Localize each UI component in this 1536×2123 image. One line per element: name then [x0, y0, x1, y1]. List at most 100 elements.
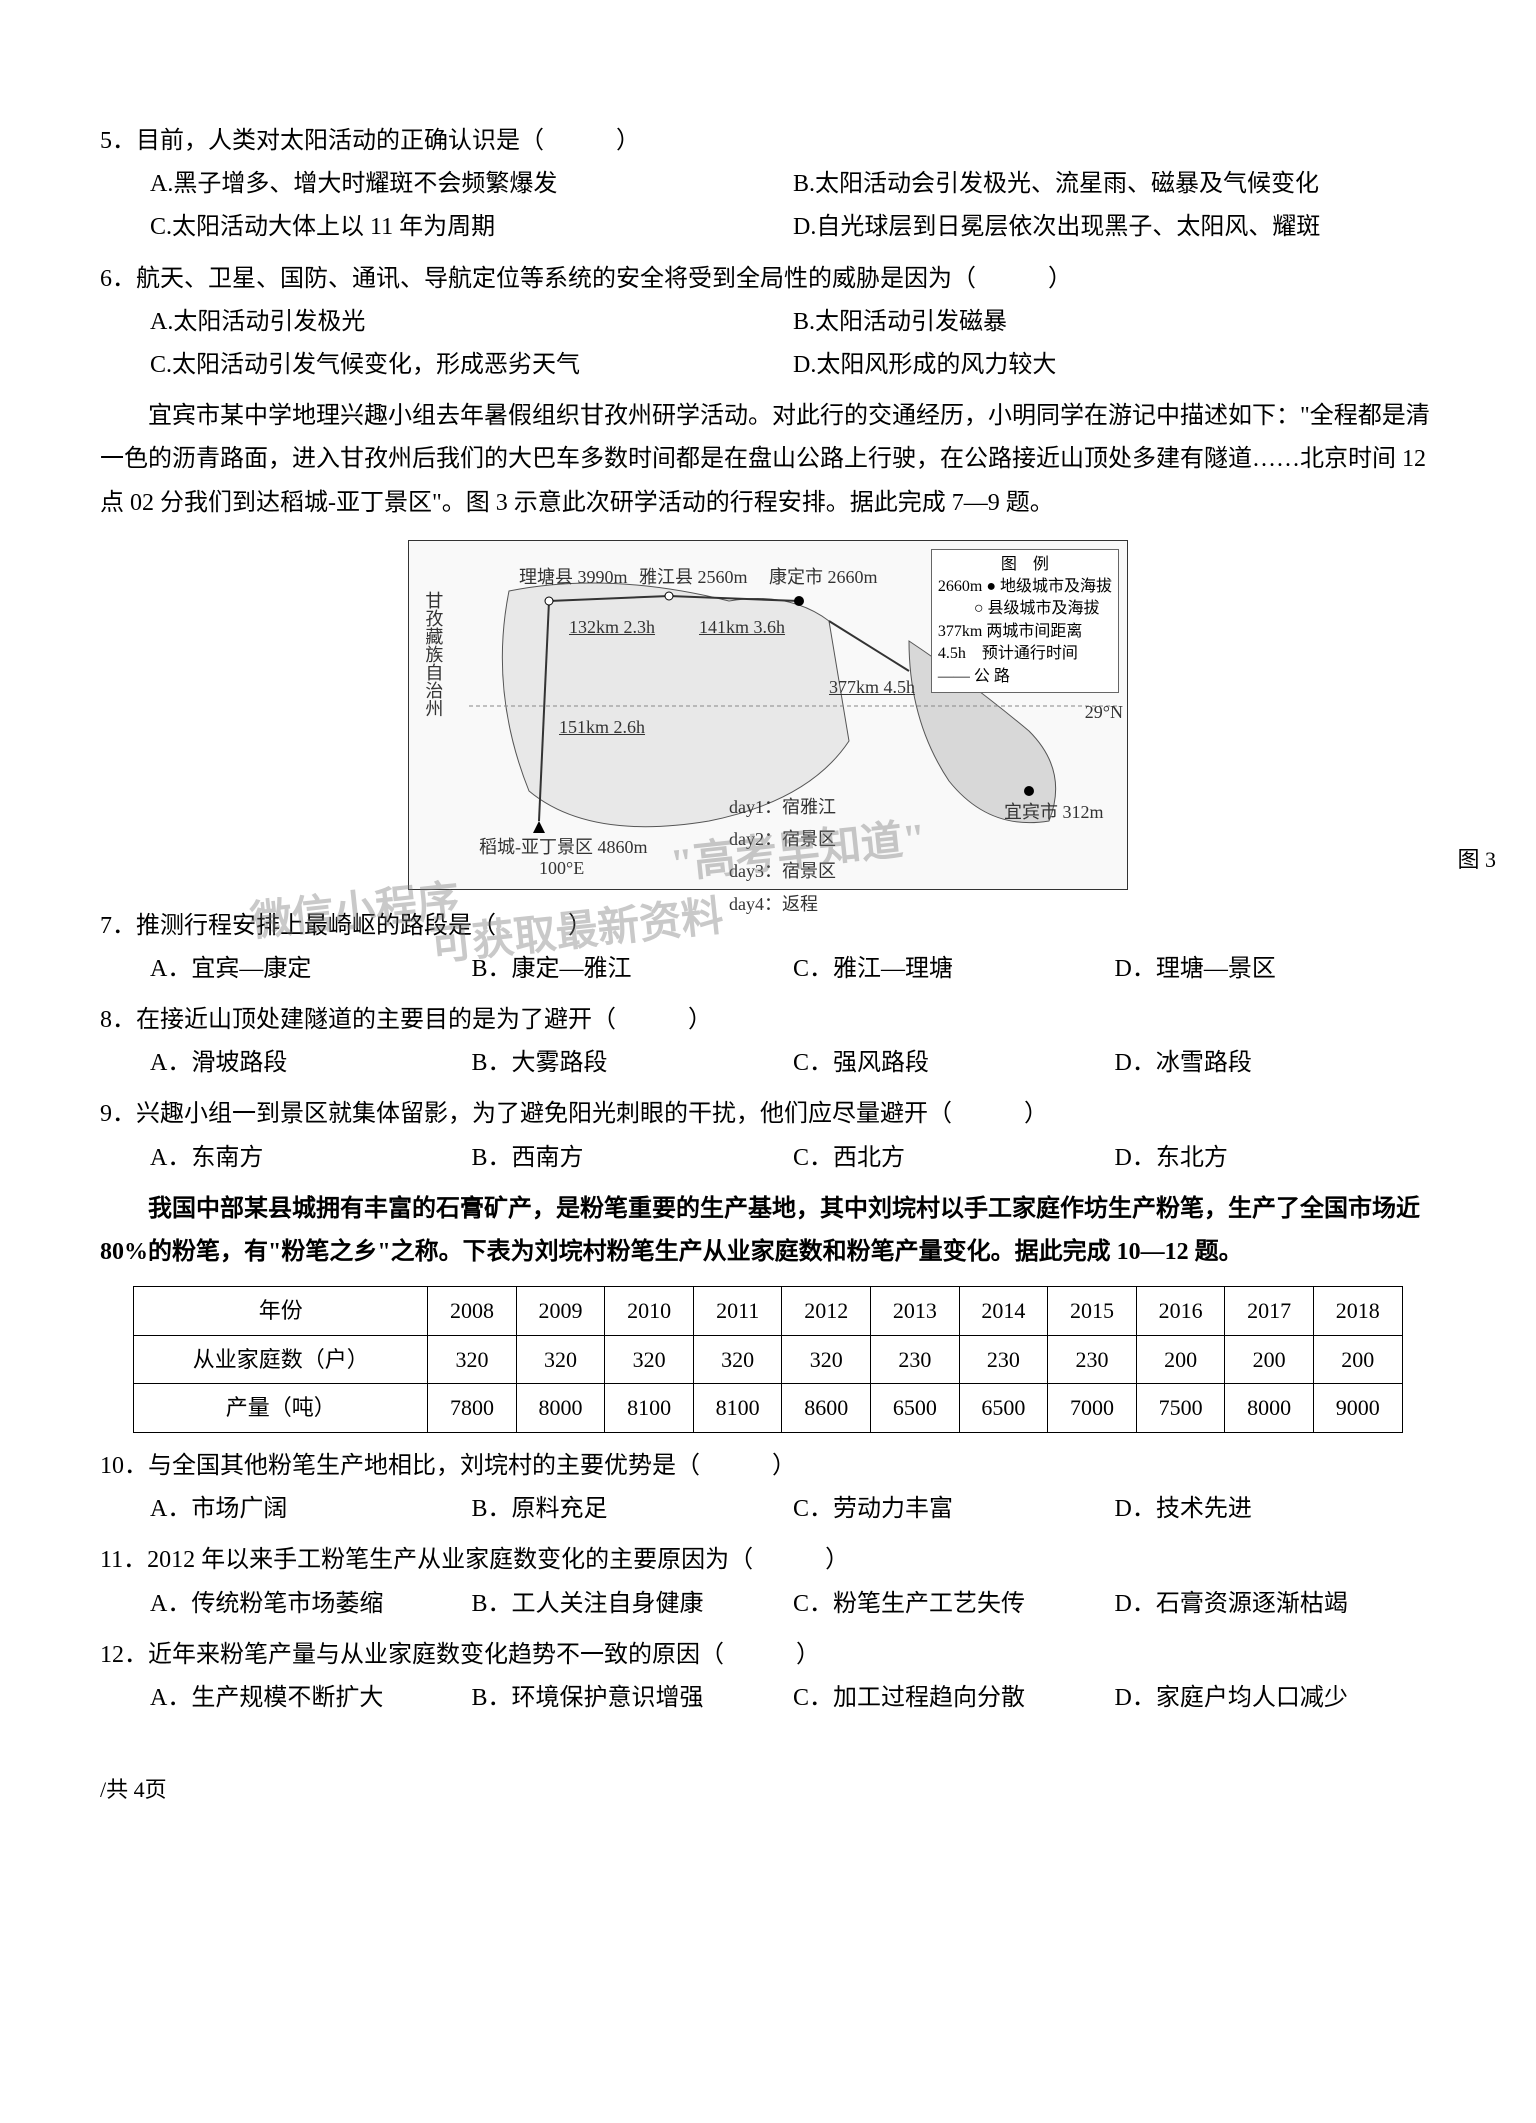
- label-litang: 理塘县 3990m: [519, 561, 628, 593]
- q9-stem: 9．兴趣小组一到景区就集体留影，为了避免阳光刺眼的干扰，他们应尽量避开（ ）: [100, 1093, 1436, 1136]
- th-2012: 2012: [782, 1287, 871, 1336]
- q10-opt-b: B．原料充足: [472, 1488, 794, 1531]
- r2c7: 6500: [959, 1384, 1048, 1433]
- q7-opt-c: C．雅江—理塘: [793, 948, 1115, 991]
- q7-opt-b: B．康定—雅江: [472, 948, 794, 991]
- r1c2: 320: [516, 1335, 605, 1384]
- q5-opt-c: C.太阳活动大体上以 11 年为周期: [150, 206, 793, 249]
- q11-opt-c: C．粉笔生产工艺失传: [793, 1583, 1115, 1626]
- legend-title: 图 例: [938, 554, 1112, 576]
- label-seg2: 141km 3.6h: [699, 611, 785, 643]
- question-12: 12．近年来粉笔产量与从业家庭数变化趋势不一致的原因（ ） A．生产规模不断扩大…: [100, 1634, 1436, 1720]
- r1c11: 200: [1313, 1335, 1402, 1384]
- r1c6: 230: [871, 1335, 960, 1384]
- r1c5: 320: [782, 1335, 871, 1384]
- r2c5: 8600: [782, 1384, 871, 1433]
- question-8: 8．在接近山顶处建隧道的主要目的是为了避开（ ） A．滑坡路段 B．大雾路段 C…: [100, 999, 1436, 1085]
- r1c3: 320: [605, 1335, 694, 1384]
- q12-opt-b: B．环境保护意识增强: [472, 1677, 794, 1720]
- question-7: 7．推测行程安排上最崎岖的路段是（ ） A．宜宾—康定 B．康定—雅江 C．雅江…: [100, 905, 1436, 991]
- q10-opt-c: C．劳动力丰富: [793, 1488, 1115, 1531]
- th-2009: 2009: [516, 1287, 605, 1336]
- label-seg4: 151km 2.6h: [559, 711, 645, 743]
- figure-3-map: 图 例 2660m ● 地级城市及海拔 ○ 县级城市及海拔 377km 两城市间…: [408, 540, 1128, 890]
- r1c7: 230: [959, 1335, 1048, 1384]
- label-lon: 100°E: [539, 852, 584, 884]
- q5-stem: 5．目前，人类对太阳活动的正确认识是（ ）: [100, 120, 1436, 163]
- chalk-table: 年份 2008 2009 2010 2011 2012 2013 2014 20…: [133, 1286, 1402, 1433]
- th-2011: 2011: [693, 1287, 782, 1336]
- r2c11: 9000: [1313, 1384, 1402, 1433]
- q12-stem: 12．近年来粉笔产量与从业家庭数变化趋势不一致的原因（ ）: [100, 1634, 1436, 1677]
- label-yajiang: 雅江县 2560m: [639, 561, 748, 593]
- q5-opt-b: B.太阳活动会引发极光、流星雨、磁暴及气候变化: [793, 163, 1436, 206]
- q9-options: A．东南方 B．西南方 C．西北方 D．东北方: [100, 1137, 1436, 1180]
- row1-label: 从业家庭数（户）: [134, 1335, 428, 1384]
- q6-opt-d: D.太阳风形成的风力较大: [793, 344, 1436, 387]
- q10-stem: 10．与全国其他粉笔生产地相比，刘垸村的主要优势是（ ）: [100, 1445, 1436, 1488]
- q12-opt-d: D．家庭户均人口减少: [1115, 1677, 1437, 1720]
- q8-stem: 8．在接近山顶处建隧道的主要目的是为了避开（ ）: [100, 999, 1436, 1042]
- r2c3: 8100: [605, 1384, 694, 1433]
- th-2018: 2018: [1313, 1287, 1402, 1336]
- q12-options: A．生产规模不断扩大 B．环境保护意识增强 C．加工过程趋向分散 D．家庭户均人…: [100, 1677, 1436, 1720]
- q11-options: A．传统粉笔市场萎缩 B．工人关注自身健康 C．粉笔生产工艺失传 D．石膏资源逐…: [100, 1583, 1436, 1626]
- question-10: 10．与全国其他粉笔生产地相比，刘垸村的主要优势是（ ） A．市场广阔 B．原料…: [100, 1445, 1436, 1531]
- label-seg1: 132km 2.3h: [569, 611, 655, 643]
- q9-opt-d: D．东北方: [1115, 1137, 1437, 1180]
- q11-opt-a: A．传统粉笔市场萎缩: [150, 1583, 472, 1626]
- figure-3-caption: 图 3: [1457, 840, 1496, 880]
- q8-opt-b: B．大雾路段: [472, 1042, 794, 1085]
- q8-opt-d: D．冰雪路段: [1115, 1042, 1437, 1085]
- row2-label: 产量（吨）: [134, 1384, 428, 1433]
- label-days: day1：宿雅江 day2：宿景区 day3：宿景区 day4：返程: [729, 791, 836, 921]
- table-row-families: 从业家庭数（户） 320 320 320 320 320 230 230 230…: [134, 1335, 1402, 1384]
- label-lat: 29°N: [1085, 696, 1123, 728]
- q12-opt-c: C．加工过程趋向分散: [793, 1677, 1115, 1720]
- legend-item-2: 377km 两城市间距离: [938, 621, 1112, 643]
- question-9: 9．兴趣小组一到景区就集体留影，为了避免阳光刺眼的干扰，他们应尽量避开（ ） A…: [100, 1093, 1436, 1179]
- r2c9: 7500: [1136, 1384, 1225, 1433]
- q6-opt-c: C.太阳活动引发气候变化，形成恶劣天气: [150, 344, 793, 387]
- q9-opt-b: B．西南方: [472, 1137, 794, 1180]
- q10-opt-a: A．市场广阔: [150, 1488, 472, 1531]
- q9-opt-c: C．西北方: [793, 1137, 1115, 1180]
- th-2014: 2014: [959, 1287, 1048, 1336]
- label-yibin: 宜宾市 312m: [1004, 796, 1104, 828]
- th-year: 年份: [134, 1287, 428, 1336]
- r1c10: 200: [1225, 1335, 1314, 1384]
- q9-opt-a: A．东南方: [150, 1137, 472, 1180]
- question-6: 6．航天、卫星、国防、通讯、导航定位等系统的安全将受到全局性的威胁是因为（ ） …: [100, 258, 1436, 388]
- q11-stem: 11．2012 年以来手工粉笔生产从业家庭数变化的主要原因为（ ）: [100, 1539, 1436, 1582]
- th-2016: 2016: [1136, 1287, 1225, 1336]
- passage-1: 宜宾市某中学地理兴趣小组去年暑假组织甘孜州研学活动。对此行的交通经历，小明同学在…: [100, 395, 1436, 525]
- q8-opt-c: C．强风路段: [793, 1042, 1115, 1085]
- r1c8: 230: [1048, 1335, 1137, 1384]
- r2c8: 7000: [1048, 1384, 1137, 1433]
- q7-stem: 7．推测行程安排上最崎岖的路段是（ ）: [100, 905, 1436, 948]
- q10-options: A．市场广阔 B．原料充足 C．劳动力丰富 D．技术先进: [100, 1488, 1436, 1531]
- q8-options: A．滑坡路段 B．大雾路段 C．强风路段 D．冰雪路段: [100, 1042, 1436, 1085]
- q7-options: A．宜宾—康定 B．康定—雅江 C．雅江—理塘 D．理塘—景区: [100, 948, 1436, 991]
- th-2008: 2008: [428, 1287, 517, 1336]
- th-2010: 2010: [605, 1287, 694, 1336]
- q10-opt-d: D．技术先进: [1115, 1488, 1437, 1531]
- passage-2: 我国中部某县城拥有丰富的石膏矿产，是粉笔重要的生产基地，其中刘垸村以手工家庭作坊…: [100, 1188, 1436, 1274]
- q8-opt-a: A．滑坡路段: [150, 1042, 472, 1085]
- figure-3-wrap: 图 例 2660m ● 地级城市及海拔 ○ 县级城市及海拔 377km 两城市间…: [100, 540, 1436, 890]
- question-5: 5．目前，人类对太阳活动的正确认识是（ ） A.黑子增多、增大时耀斑不会频繁爆发…: [100, 120, 1436, 250]
- r2c10: 8000: [1225, 1384, 1314, 1433]
- label-ganzi: 甘孜藏族自治州: [417, 591, 449, 717]
- legend-item-4: —— 公 路: [938, 666, 1112, 688]
- q6-options: A.太阳活动引发极光 B.太阳活动引发磁暴 C.太阳活动引发气候变化，形成恶劣天…: [100, 301, 1436, 387]
- legend-item-3: 4.5h 预计通行时间: [938, 643, 1112, 665]
- q5-options: A.黑子增多、增大时耀斑不会频繁爆发 B.太阳活动会引发极光、流星雨、磁暴及气候…: [100, 163, 1436, 249]
- table-header-row: 年份 2008 2009 2010 2011 2012 2013 2014 20…: [134, 1287, 1402, 1336]
- th-2017: 2017: [1225, 1287, 1314, 1336]
- r1c1: 320: [428, 1335, 517, 1384]
- q6-opt-b: B.太阳活动引发磁暴: [793, 301, 1436, 344]
- map-legend: 图 例 2660m ● 地级城市及海拔 ○ 县级城市及海拔 377km 两城市间…: [931, 549, 1119, 693]
- r1c4: 320: [693, 1335, 782, 1384]
- watermark-region: 微信小程序 "高考早知道" 可获取最新资料 7．推测行程安排上最崎岖的路段是（ …: [100, 905, 1436, 1180]
- th-2015: 2015: [1048, 1287, 1137, 1336]
